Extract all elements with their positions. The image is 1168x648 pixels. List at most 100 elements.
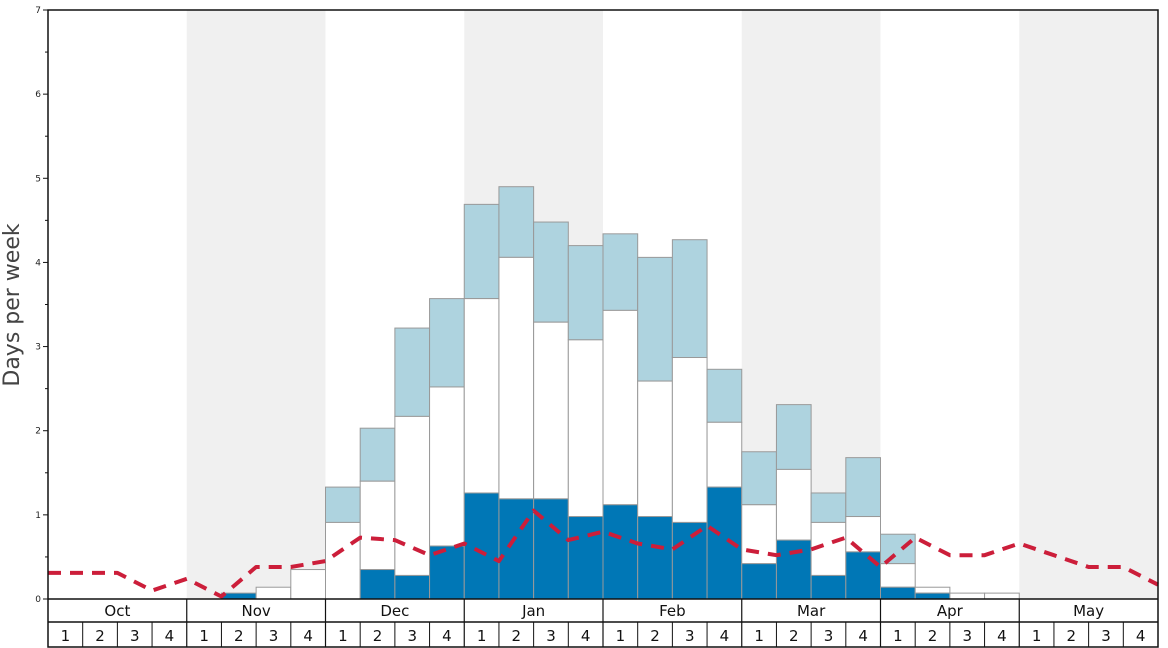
bar-light-mar-w1 [741,451,777,506]
week-label: 2 [1067,627,1077,645]
y-tick-label: 7 [35,6,41,16]
week-label: 1 [477,627,487,645]
bar-white-feb-w2 [637,380,673,518]
y-tick-label: 3 [35,343,41,353]
y-tick-label: 6 [35,90,41,100]
week-label: 2 [234,627,244,645]
dashed-series-line [48,508,1159,599]
bar-light-jan-w4 [567,245,604,341]
y-tick-label: 1 [35,511,41,521]
week-label: 1 [616,627,626,645]
bar-dark-mar-w2 [775,539,812,600]
y-tick-label: 4 [35,258,41,268]
bar-white-feb-w3 [671,357,708,523]
bar-light-jan-w3 [533,221,569,323]
bar-white-mar-w2 [775,468,812,541]
week-label: 3 [685,627,695,645]
week-label: 2 [512,627,522,645]
week-label: 3 [824,627,834,645]
bar-white-dec-w2 [359,480,396,571]
bar-white-apr-w3 [949,592,986,600]
bar-light-apr-w1 [880,533,916,565]
y-tick-label: 2 [35,427,41,437]
month-label-jan: Jan [521,602,545,620]
bar-layer [220,186,1020,600]
axis-layer: Oct Nov Dec Jan Feb Mar Apr May 1 2 3 4 1 2 3 4 1 2 3 4 1 2 3 4… [35,6,1145,645]
bar-white-nov-w3 [255,586,292,600]
week-label: 4 [442,627,452,645]
week-label: 4 [858,627,868,645]
bar-light-mar-w2 [775,404,812,470]
bar-light-dec-w3 [394,327,431,417]
y-axis-label: Days per week [0,223,25,386]
bar-light-dec-w2 [359,427,396,482]
week-label: 1 [754,627,764,645]
week-label: 2 [928,627,938,645]
bar-dark-apr-w2 [914,592,951,600]
bar-white-apr-w4 [984,592,1020,600]
line-layer [48,508,1159,599]
month-label-may: May [1073,602,1104,620]
y-tick-label: 5 [35,174,41,184]
week-label: 2 [789,627,799,645]
bar-white-dec-w3 [394,415,431,576]
bar-white-feb-w1 [602,309,639,506]
week-label: 1 [893,627,903,645]
week-label: 4 [997,627,1007,645]
week-label: 2 [650,627,660,645]
bar-white-jan-w4 [567,339,604,518]
month-shade-nov [186,10,326,599]
bar-dark-apr-w1 [880,586,916,600]
bar-light-feb-w4 [706,368,743,423]
week-label: 1 [338,627,348,645]
bar-white-jan-w3 [533,321,569,500]
bar-dark-feb-w1 [602,504,639,600]
bar-dark-mar-w1 [741,563,777,600]
bar-dark-feb-w4 [706,486,743,600]
frame-layer [47,9,1159,648]
week-label: 4 [581,627,591,645]
bar-white-dec-w4 [429,386,465,547]
week-label: 4 [303,627,313,645]
bar-dark-jan-w2 [498,498,535,600]
bar-white-apr-w1 [880,563,916,588]
y-tick-label: 0 [35,595,41,605]
bar-light-mar-w4 [845,457,881,518]
month-label-oct: Oct [104,602,130,620]
week-label: 2 [95,627,105,645]
month-label-dec: Dec [380,602,409,620]
bar-white-dec-w1 [325,521,361,600]
bar-light-mar-w3 [810,492,847,523]
week-label: 3 [269,627,279,645]
month-label-feb: Feb [659,602,686,620]
month-label-mar: Mar [797,602,826,620]
bar-dark-feb-w3 [671,521,708,600]
bar-light-feb-w3 [671,239,708,359]
bar-dark-mar-w3 [810,574,847,600]
bar-dark-dec-w2 [359,569,396,600]
month-label-apr: Apr [937,602,964,620]
bar-dark-feb-w2 [637,516,673,600]
week-label: 4 [1136,627,1146,645]
week-label: 1 [1032,627,1042,645]
week-label: 3 [546,627,556,645]
week-label: 4 [165,627,175,645]
bar-light-jan-w1 [463,203,500,300]
week-label: 3 [962,627,972,645]
bar-light-dec-w1 [325,486,361,523]
bar-white-jan-w2 [498,256,535,500]
week-label: 4 [720,627,730,645]
week-label: 3 [407,627,417,645]
week-label: 3 [1101,627,1111,645]
bar-light-jan-w2 [498,186,535,258]
bar-white-apr-w2 [914,586,951,594]
bar-white-feb-w4 [706,421,743,488]
week-label: 3 [130,627,140,645]
bar-white-jan-w1 [463,298,500,494]
month-shade-may [1019,10,1158,599]
bar-white-nov-w4 [290,569,326,600]
bar-dark-dec-w3 [394,574,431,600]
week-label: 2 [373,627,383,645]
bar-dark-nov-w2 [220,592,257,600]
